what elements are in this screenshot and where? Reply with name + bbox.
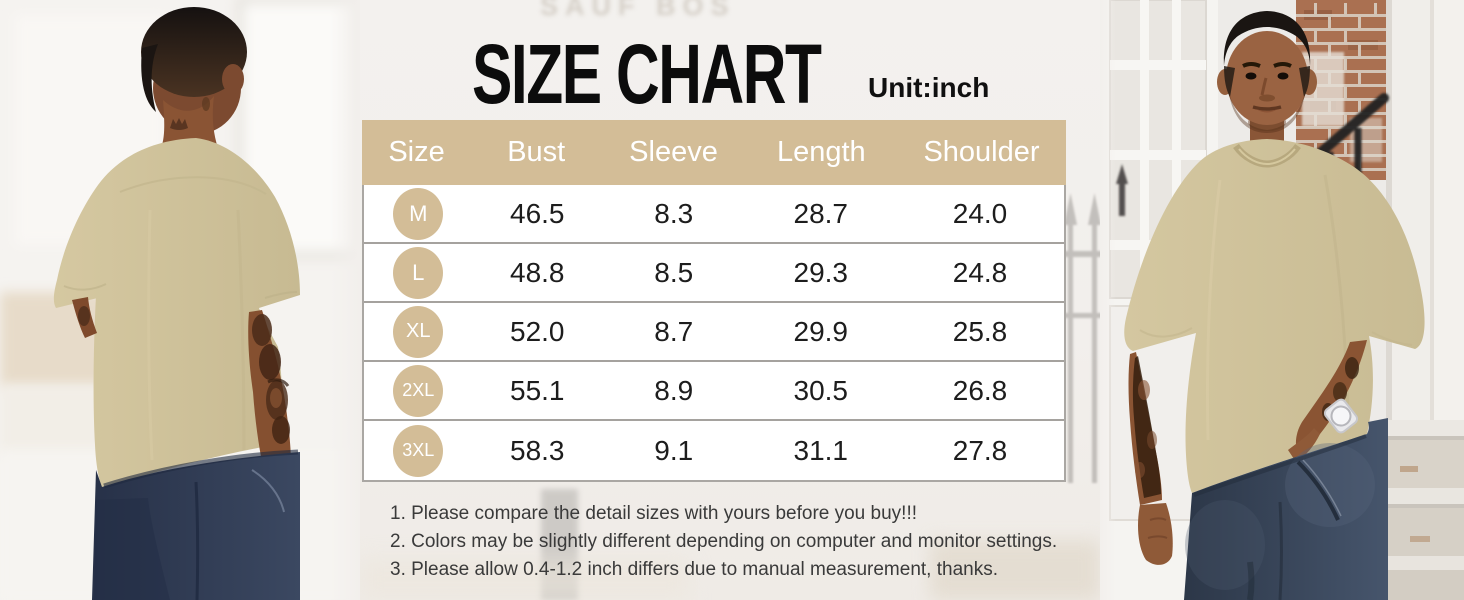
background-sign-text: SAUF BOS (540, 0, 736, 21)
note-line: 3. Please allow 0.4-1.2 inch differs due… (390, 559, 998, 580)
model-back-illustration (0, 0, 360, 600)
back-model (53, 7, 301, 600)
shoulder-value: 24.0 (952, 197, 1008, 229)
brick-wall (1296, 0, 1386, 180)
column-header-bust: Bust (507, 136, 566, 168)
disclaimer-notes: 1. Please compare the detail sizes with … (390, 500, 1080, 584)
background-iron-gate (1062, 193, 1104, 483)
length-value: 31.1 (793, 434, 849, 466)
back-photo-edge-fade (330, 0, 360, 600)
length-value: 28.7 (793, 197, 849, 229)
bust-value: 55.1 (510, 374, 565, 406)
bust-value: 52.0 (510, 315, 565, 347)
page-title: SIZE CHART (472, 27, 822, 121)
length-value: 29.3 (793, 256, 849, 288)
column-header-length: Length (776, 136, 866, 168)
sleeve-value: 8.7 (654, 315, 694, 347)
table-row: 2XL 55.1 8.9 30.5 26.8 (364, 362, 1064, 421)
fence-spike (1116, 164, 1128, 216)
table-row: 3XL 58.3 9.1 31.1 27.8 (364, 421, 1064, 480)
size-badge: L (393, 246, 444, 299)
size-chart-panel: SIZE CHART Unit:inch Size Bust Sleeve Le… (360, 0, 1100, 600)
sleeve-value: 8.5 (654, 256, 694, 288)
table-row: M 46.5 8.3 28.7 24.0 (364, 185, 1064, 244)
shoulder-value: 26.8 (952, 374, 1008, 406)
model-back-photo (0, 0, 360, 600)
front-model (1124, 11, 1425, 600)
shoulder-value: 25.8 (952, 315, 1008, 347)
model-front-photo (1100, 0, 1464, 600)
table-row: L 48.8 8.5 29.3 24.8 (364, 244, 1064, 303)
note-line: 1. Please compare the detail sizes with … (390, 503, 917, 524)
size-badge: M (393, 187, 444, 240)
size-badge: 2XL (393, 364, 444, 417)
model-front-illustration (1100, 0, 1464, 600)
sleeve-value: 8.3 (654, 197, 694, 229)
background-warm-blur (930, 540, 1100, 600)
column-header-size: Size (388, 136, 445, 168)
bust-value: 46.5 (510, 197, 565, 229)
bust-value: 58.3 (510, 434, 565, 466)
size-table: Size Bust Sleeve Length Shoulder M 46.5 … (362, 120, 1066, 482)
note-line: 2. Colors may be slightly different depe… (390, 531, 1058, 552)
sleeve-value: 9.1 (654, 434, 694, 466)
size-badge: XL (393, 305, 444, 358)
front-photo-edge-fade (1100, 0, 1116, 600)
column-header-sleeve: Sleeve (629, 136, 718, 168)
wrist-watch (1323, 398, 1359, 434)
shoulder-value: 24.8 (952, 256, 1008, 288)
back-photo-background (0, 0, 360, 600)
length-value: 30.5 (793, 374, 849, 406)
background-floor-blur (360, 558, 690, 600)
bust-value: 48.8 (510, 256, 565, 288)
size-badge: 3XL (393, 424, 444, 477)
size-table-header-row: Size Bust Sleeve Length Shoulder (362, 120, 1066, 185)
shoulder-value: 27.8 (952, 434, 1008, 466)
column-header-shoulder: Shoulder (923, 136, 1040, 168)
sleeve-value: 8.9 (654, 374, 694, 406)
size-table-body: M 46.5 8.3 28.7 24.0 L 48.8 8.5 29.3 24.… (362, 185, 1066, 482)
length-value: 29.9 (793, 315, 849, 347)
unit-label: Unit:inch (868, 72, 990, 103)
table-row: XL 52.0 8.7 29.9 25.8 (364, 303, 1064, 362)
